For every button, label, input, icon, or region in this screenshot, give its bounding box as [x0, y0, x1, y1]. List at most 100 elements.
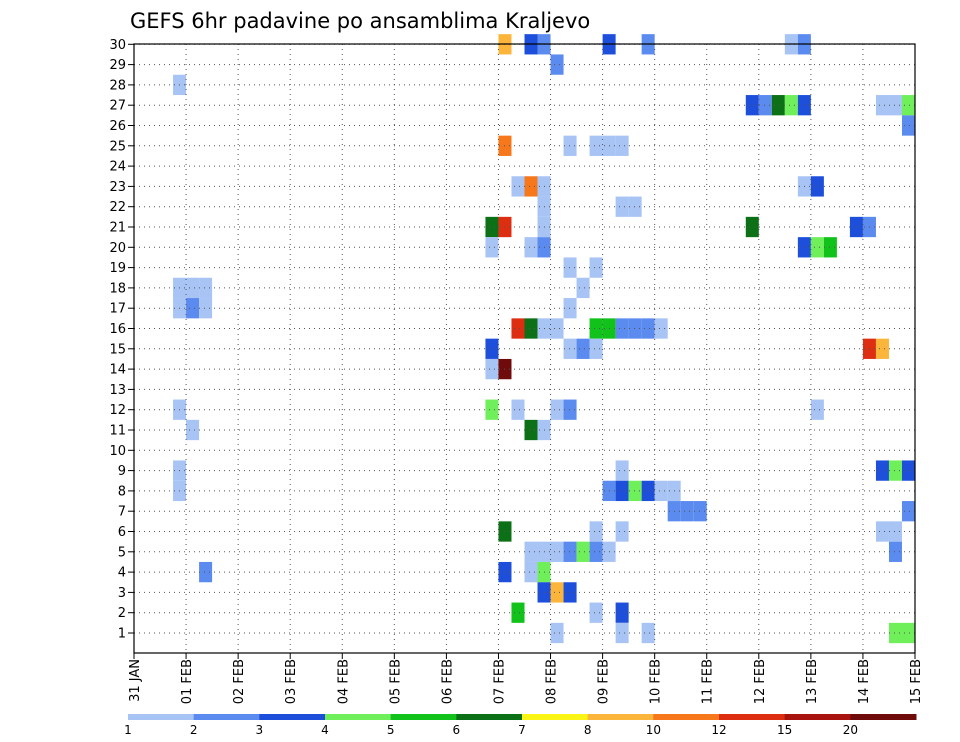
- y-tick-label: 16: [109, 322, 126, 337]
- precip-cell: [186, 277, 200, 299]
- cells-layer: [173, 34, 915, 644]
- precip-cell: [511, 318, 525, 339]
- precip-cell: [901, 622, 915, 644]
- y-tick-label: 30: [109, 38, 126, 53]
- precip-cell: [589, 541, 603, 562]
- y-tick-label: 4: [118, 566, 126, 581]
- x-tick-label: 07 FEB: [492, 659, 507, 704]
- x-tick-label: 11 FEB: [701, 659, 716, 704]
- y-tick-label: 12: [109, 403, 126, 418]
- precip-cell: [576, 338, 590, 359]
- precip-cell: [589, 338, 603, 359]
- x-tick-label: 02 FEB: [232, 659, 247, 704]
- precip-cell: [888, 95, 902, 116]
- precip-cell: [901, 460, 915, 481]
- precip-cell: [654, 318, 668, 339]
- colorbar-swatch: [719, 714, 786, 720]
- precip-cell: [784, 95, 798, 116]
- precip-cell: [186, 298, 200, 319]
- precip-cell: [875, 521, 889, 542]
- x-tick-label: 05 FEB: [388, 659, 403, 704]
- x-tick-label: 10 FEB: [649, 659, 664, 704]
- precip-cell: [589, 521, 603, 542]
- y-tick-label: 21: [109, 221, 126, 236]
- colorbar-label: 20: [843, 723, 858, 737]
- colorbar-swatch: [193, 714, 260, 720]
- precip-cell: [563, 135, 577, 156]
- colorbar-label: 4: [321, 723, 329, 737]
- x-tick-label: 15 FEB: [909, 659, 924, 704]
- y-tick-label: 9: [118, 464, 126, 479]
- colorbar-swatch: [850, 714, 917, 720]
- colorbar-swatch: [784, 714, 851, 720]
- x-tick-label: 14 FEB: [857, 659, 872, 704]
- y-tick-label: 7: [118, 505, 126, 520]
- x-tick-label: 01 FEB: [180, 659, 195, 704]
- colorbar-label: 12: [711, 723, 726, 737]
- precip-cell: [550, 541, 564, 562]
- precip-cell: [589, 602, 603, 623]
- precip-cell: [199, 277, 213, 299]
- precip-cell: [199, 561, 213, 583]
- y-tick-label: 13: [109, 383, 126, 398]
- colorbar-swatch: [653, 714, 720, 720]
- precip-cell: [680, 501, 694, 522]
- y-tick-label: 18: [109, 281, 126, 296]
- colorbar-swatch: [587, 714, 654, 720]
- precip-cell: [901, 501, 915, 522]
- x-tick-label: 09 FEB: [597, 659, 612, 704]
- y-tick-label: 24: [109, 160, 126, 175]
- precip-cell: [563, 541, 577, 562]
- precip-cell: [641, 480, 655, 502]
- precip-cell: [693, 501, 707, 522]
- precip-cell: [550, 622, 564, 644]
- colorbar-swatch: [259, 714, 326, 720]
- y-tick-label: 6: [118, 525, 126, 540]
- y-tick-label: 15: [109, 342, 126, 357]
- precip-cell: [563, 399, 577, 420]
- colorbar-label: 8: [584, 723, 592, 737]
- x-tick-label: 04 FEB: [336, 659, 351, 704]
- x-tick-label: 08 FEB: [545, 659, 560, 704]
- precip-cell: [485, 358, 499, 380]
- precip-cell: [745, 216, 759, 238]
- y-tick-label: 11: [109, 424, 126, 439]
- precip-cell: [628, 480, 642, 502]
- precip-cell: [615, 602, 629, 623]
- precip-cell: [654, 480, 668, 502]
- precip-cell: [745, 95, 759, 116]
- precip-cell: [615, 196, 629, 217]
- precip-cell: [641, 622, 655, 644]
- precip-cell: [810, 176, 824, 197]
- axis-layer: 1234567891011121314151617181920212223242…: [109, 38, 924, 704]
- y-tick-label: 20: [109, 241, 126, 256]
- precip-cell: [615, 318, 629, 339]
- colorbar-label: 6: [453, 723, 461, 737]
- precip-cell: [563, 257, 577, 278]
- precip-cell: [810, 237, 824, 258]
- precip-cell: [615, 480, 629, 502]
- colorbar-label: 5: [387, 723, 395, 737]
- precip-cell: [901, 95, 915, 116]
- precip-cell: [524, 541, 538, 562]
- precip-cell: [875, 95, 889, 116]
- y-tick-label: 28: [109, 78, 126, 93]
- precip-cell: [901, 115, 915, 136]
- precip-cell: [849, 216, 863, 238]
- precip-cell: [511, 399, 525, 420]
- colorbar-label: 2: [190, 723, 198, 737]
- precip-cell: [810, 399, 824, 420]
- precip-cell: [563, 338, 577, 359]
- precip-cell: [576, 277, 590, 299]
- precip-cell: [888, 541, 902, 562]
- y-tick-label: 27: [109, 99, 126, 114]
- precip-cell: [875, 338, 889, 359]
- precip-cell: [524, 237, 538, 258]
- colorbar-swatch: [128, 714, 195, 720]
- x-tick-label: 06 FEB: [440, 659, 455, 704]
- chart-title: GEFS 6hr padavine po ansamblima Kraljevo: [130, 9, 590, 33]
- precip-cell: [589, 318, 603, 339]
- y-tick-label: 2: [118, 606, 126, 621]
- colorbar-label: 15: [777, 723, 792, 737]
